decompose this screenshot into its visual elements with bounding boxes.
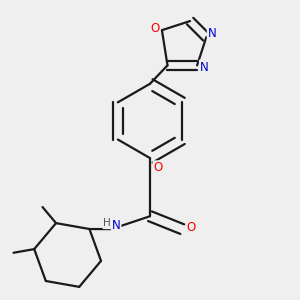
- Text: H: H: [103, 218, 111, 228]
- Text: N: N: [200, 61, 208, 74]
- Text: O: O: [154, 161, 163, 174]
- Text: N: N: [208, 28, 217, 40]
- Text: O: O: [187, 221, 196, 234]
- Text: O: O: [150, 22, 159, 35]
- Text: N: N: [112, 219, 121, 232]
